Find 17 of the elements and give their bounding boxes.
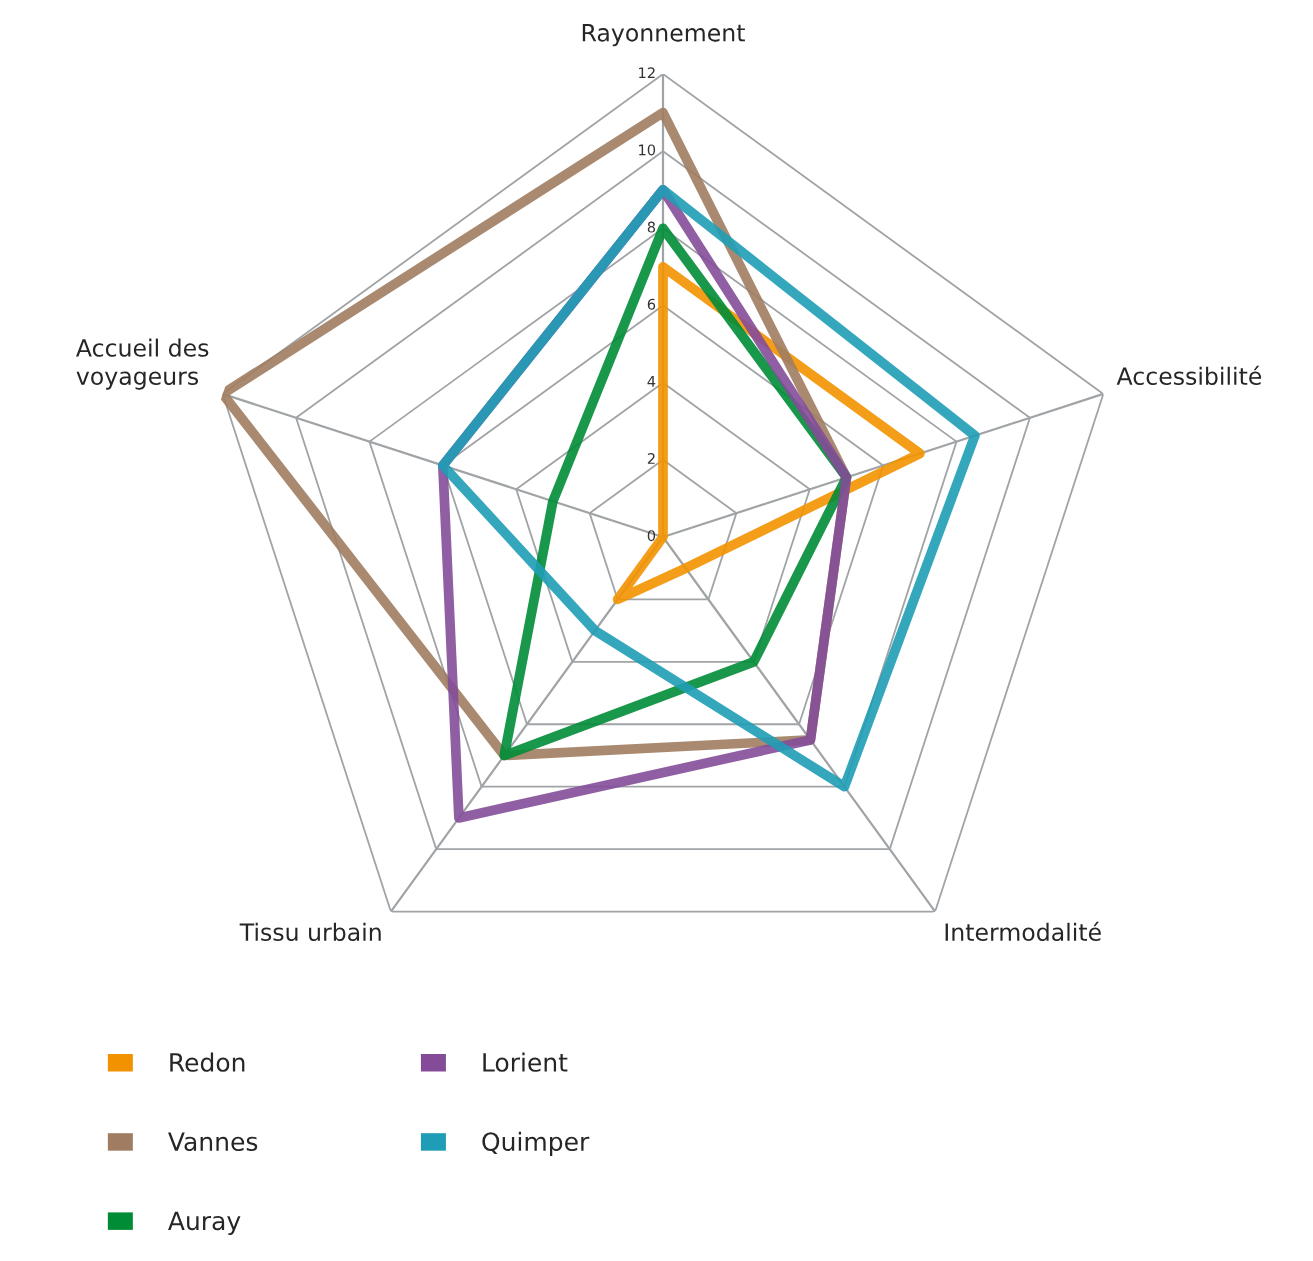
legend-label: Redon [170,1052,245,1072]
y-tick-label: 10 [639,144,656,156]
legend-label: Auray [168,1211,241,1236]
spoke-label: Accessibilité [1116,365,1262,386]
spoke-label: Rayonnement [582,24,745,47]
legend-label: Lorient [483,1052,568,1072]
y-tick-label: 8 [647,221,656,233]
y-tick-label: 6 [647,298,656,310]
legend-label: Quimper [482,1131,590,1156]
y-tick-label: 12 [639,67,655,79]
spoke-label: Intermodalité [945,921,1101,942]
legend-label: Vannes [168,1132,258,1152]
y-tick-label: 4 [647,376,656,387]
spoke-label: Tissu urbain [239,922,381,942]
y-tick-label: 2 [647,453,655,464]
y-tick-label: 0 [647,530,656,542]
spoke-label: Accueil des voyageurs [76,338,209,390]
